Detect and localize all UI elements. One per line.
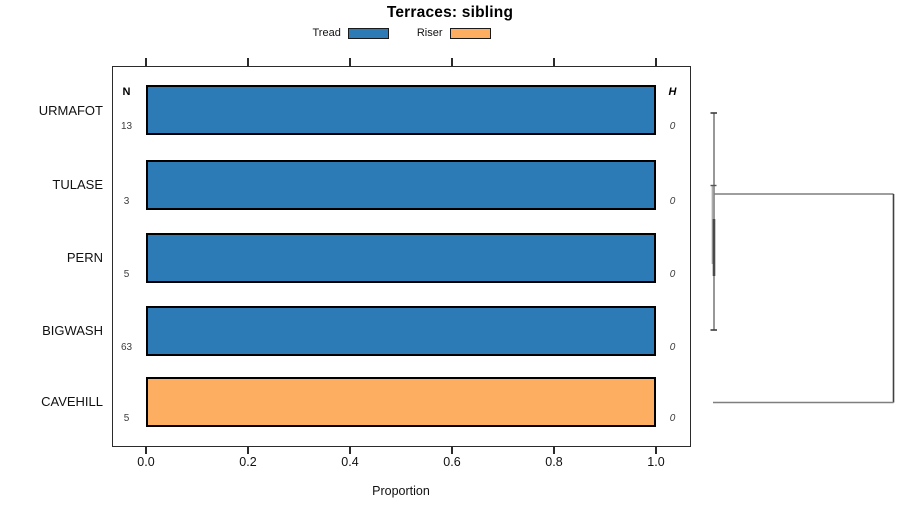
legend-label-riser: Riser — [416, 27, 443, 39]
bar-pern — [145, 232, 656, 283]
x-tick-label: 0.2 — [239, 455, 257, 469]
x-tick-bottom — [349, 447, 351, 454]
h-value: 0 — [669, 341, 676, 353]
plot-area: N H 13 3 5 63 5 0 0 0 0 0 — [112, 66, 691, 447]
category-label-bigwash: BIGWASH — [42, 322, 103, 338]
x-axis-title: Proportion — [372, 484, 430, 498]
category-label-tulase: TULASE — [52, 176, 103, 192]
x-tick-label: 0.0 — [137, 455, 155, 469]
x-tick-top — [349, 58, 351, 66]
bar-track — [145, 305, 656, 356]
x-tick-bottom — [247, 447, 249, 454]
h-value: 0 — [669, 268, 676, 280]
x-tick-label: 0.6 — [443, 455, 461, 469]
bar-track — [145, 85, 656, 135]
category-label-urmafot: URMAFOT — [38, 102, 103, 118]
tread-color-swatch — [347, 27, 389, 39]
bar-track — [145, 159, 656, 210]
n-value: 5 — [123, 413, 130, 424]
bar-cavehill — [145, 377, 656, 427]
x-tick-label: 1.0 — [647, 455, 665, 469]
chart-title: Terraces: sibling — [386, 4, 514, 21]
bar-urmafot — [145, 85, 656, 135]
h-value: 0 — [669, 413, 676, 424]
x-tick-top — [451, 58, 453, 66]
x-tick-top — [145, 58, 147, 66]
legend: Tread Riser — [112, 26, 691, 40]
bar-bigwash — [145, 305, 656, 356]
category-label-cavehill: CAVEHILL — [41, 394, 103, 409]
legend-item-riser: Riser — [417, 27, 491, 39]
x-tick-top — [655, 58, 657, 66]
bar-track — [145, 232, 656, 283]
legend-item-tread: Tread — [313, 27, 389, 39]
x-tick-label: 0.4 — [341, 455, 359, 469]
h-value: 0 — [669, 121, 676, 132]
n-column-header: N — [122, 86, 131, 98]
legend-label-tread: Tread — [312, 27, 341, 39]
x-tick-label: 0.8 — [545, 455, 563, 469]
n-value: 3 — [123, 195, 130, 207]
bar-track — [145, 377, 656, 427]
h-column-header: H — [668, 86, 677, 98]
x-tick-bottom — [451, 447, 453, 454]
x-tick-top — [553, 58, 555, 66]
x-tick-bottom — [655, 447, 657, 454]
n-value: 13 — [120, 121, 133, 132]
category-label-pern: PERN — [66, 249, 103, 265]
x-tick-bottom — [553, 447, 555, 454]
n-value: 63 — [120, 341, 133, 353]
n-value: 5 — [123, 268, 130, 280]
x-tick-top — [247, 58, 249, 66]
bar-tulase — [145, 159, 656, 210]
x-tick-bottom — [145, 447, 147, 454]
h-value: 0 — [669, 195, 676, 207]
riser-color-swatch — [449, 27, 491, 39]
